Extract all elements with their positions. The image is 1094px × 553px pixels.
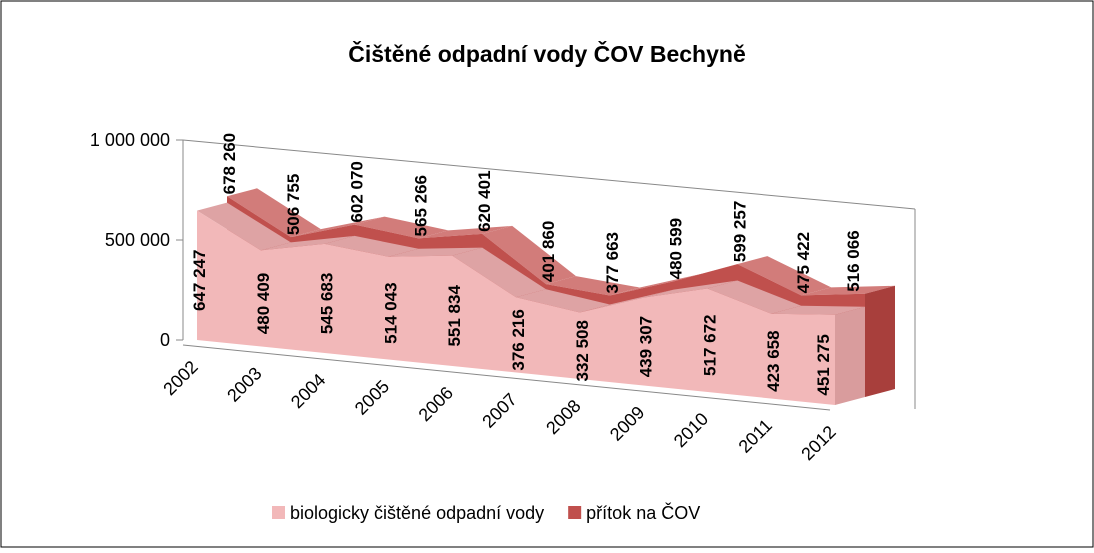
y-tick-label: 1 000 000 xyxy=(90,130,170,150)
area-top xyxy=(482,225,576,285)
legend-swatch xyxy=(568,506,582,519)
area-top xyxy=(227,188,321,238)
area-top xyxy=(771,305,865,315)
data-label: 377 663 xyxy=(603,232,622,293)
data-label: 551 834 xyxy=(445,285,464,347)
area-top xyxy=(737,256,832,296)
data-label: 620 401 xyxy=(475,170,494,231)
data-label: 678 260 xyxy=(220,133,239,194)
area-top xyxy=(324,235,419,257)
back-wall-top xyxy=(182,139,916,210)
data-label: 475 422 xyxy=(794,232,813,293)
legend-swatch xyxy=(272,506,285,519)
area-top xyxy=(388,247,483,257)
area-top xyxy=(643,280,738,298)
legend-label: biologicky čištěné odpadní vody xyxy=(290,503,544,523)
area-top xyxy=(197,202,291,251)
data-label: 647 247 xyxy=(190,250,209,311)
data-label: 599 257 xyxy=(730,201,749,262)
legend-label: přítok na ČOV xyxy=(586,502,700,523)
area-top xyxy=(452,247,546,298)
area xyxy=(197,210,835,405)
area-top xyxy=(707,280,802,314)
data-label: 480 409 xyxy=(254,273,273,334)
data-label: 516 066 xyxy=(844,230,863,291)
y-tick-label: 500 000 xyxy=(105,230,170,250)
area-side xyxy=(865,285,895,397)
floor-edge xyxy=(182,344,831,411)
area-top xyxy=(418,225,513,239)
area-top xyxy=(516,289,610,313)
data-label: 506 755 xyxy=(284,174,303,235)
area-side xyxy=(835,306,865,405)
data-label: 514 043 xyxy=(381,282,400,343)
data-label: 480 599 xyxy=(667,218,686,279)
data-label: 423 658 xyxy=(764,330,783,391)
data-label: 451 275 xyxy=(814,334,833,395)
data-label: 565 266 xyxy=(411,175,430,236)
area-top xyxy=(609,273,704,296)
data-label: 517 672 xyxy=(700,315,719,376)
data-label: 602 070 xyxy=(348,161,367,222)
data-label: 332 508 xyxy=(573,320,592,381)
y-tick-label: 0 xyxy=(160,330,170,350)
area-top xyxy=(546,276,640,296)
data-label: 401 860 xyxy=(539,221,558,282)
data-label: 439 307 xyxy=(637,316,656,377)
area-top xyxy=(579,289,674,313)
data-label: 545 683 xyxy=(318,273,337,334)
area-top xyxy=(354,216,449,239)
area-top xyxy=(801,285,895,296)
area-top xyxy=(290,216,385,238)
chart-title: Čištěné odpadní vody ČOV Bechyně xyxy=(348,40,745,67)
data-label: 376 216 xyxy=(509,309,528,370)
area-top xyxy=(260,235,355,251)
